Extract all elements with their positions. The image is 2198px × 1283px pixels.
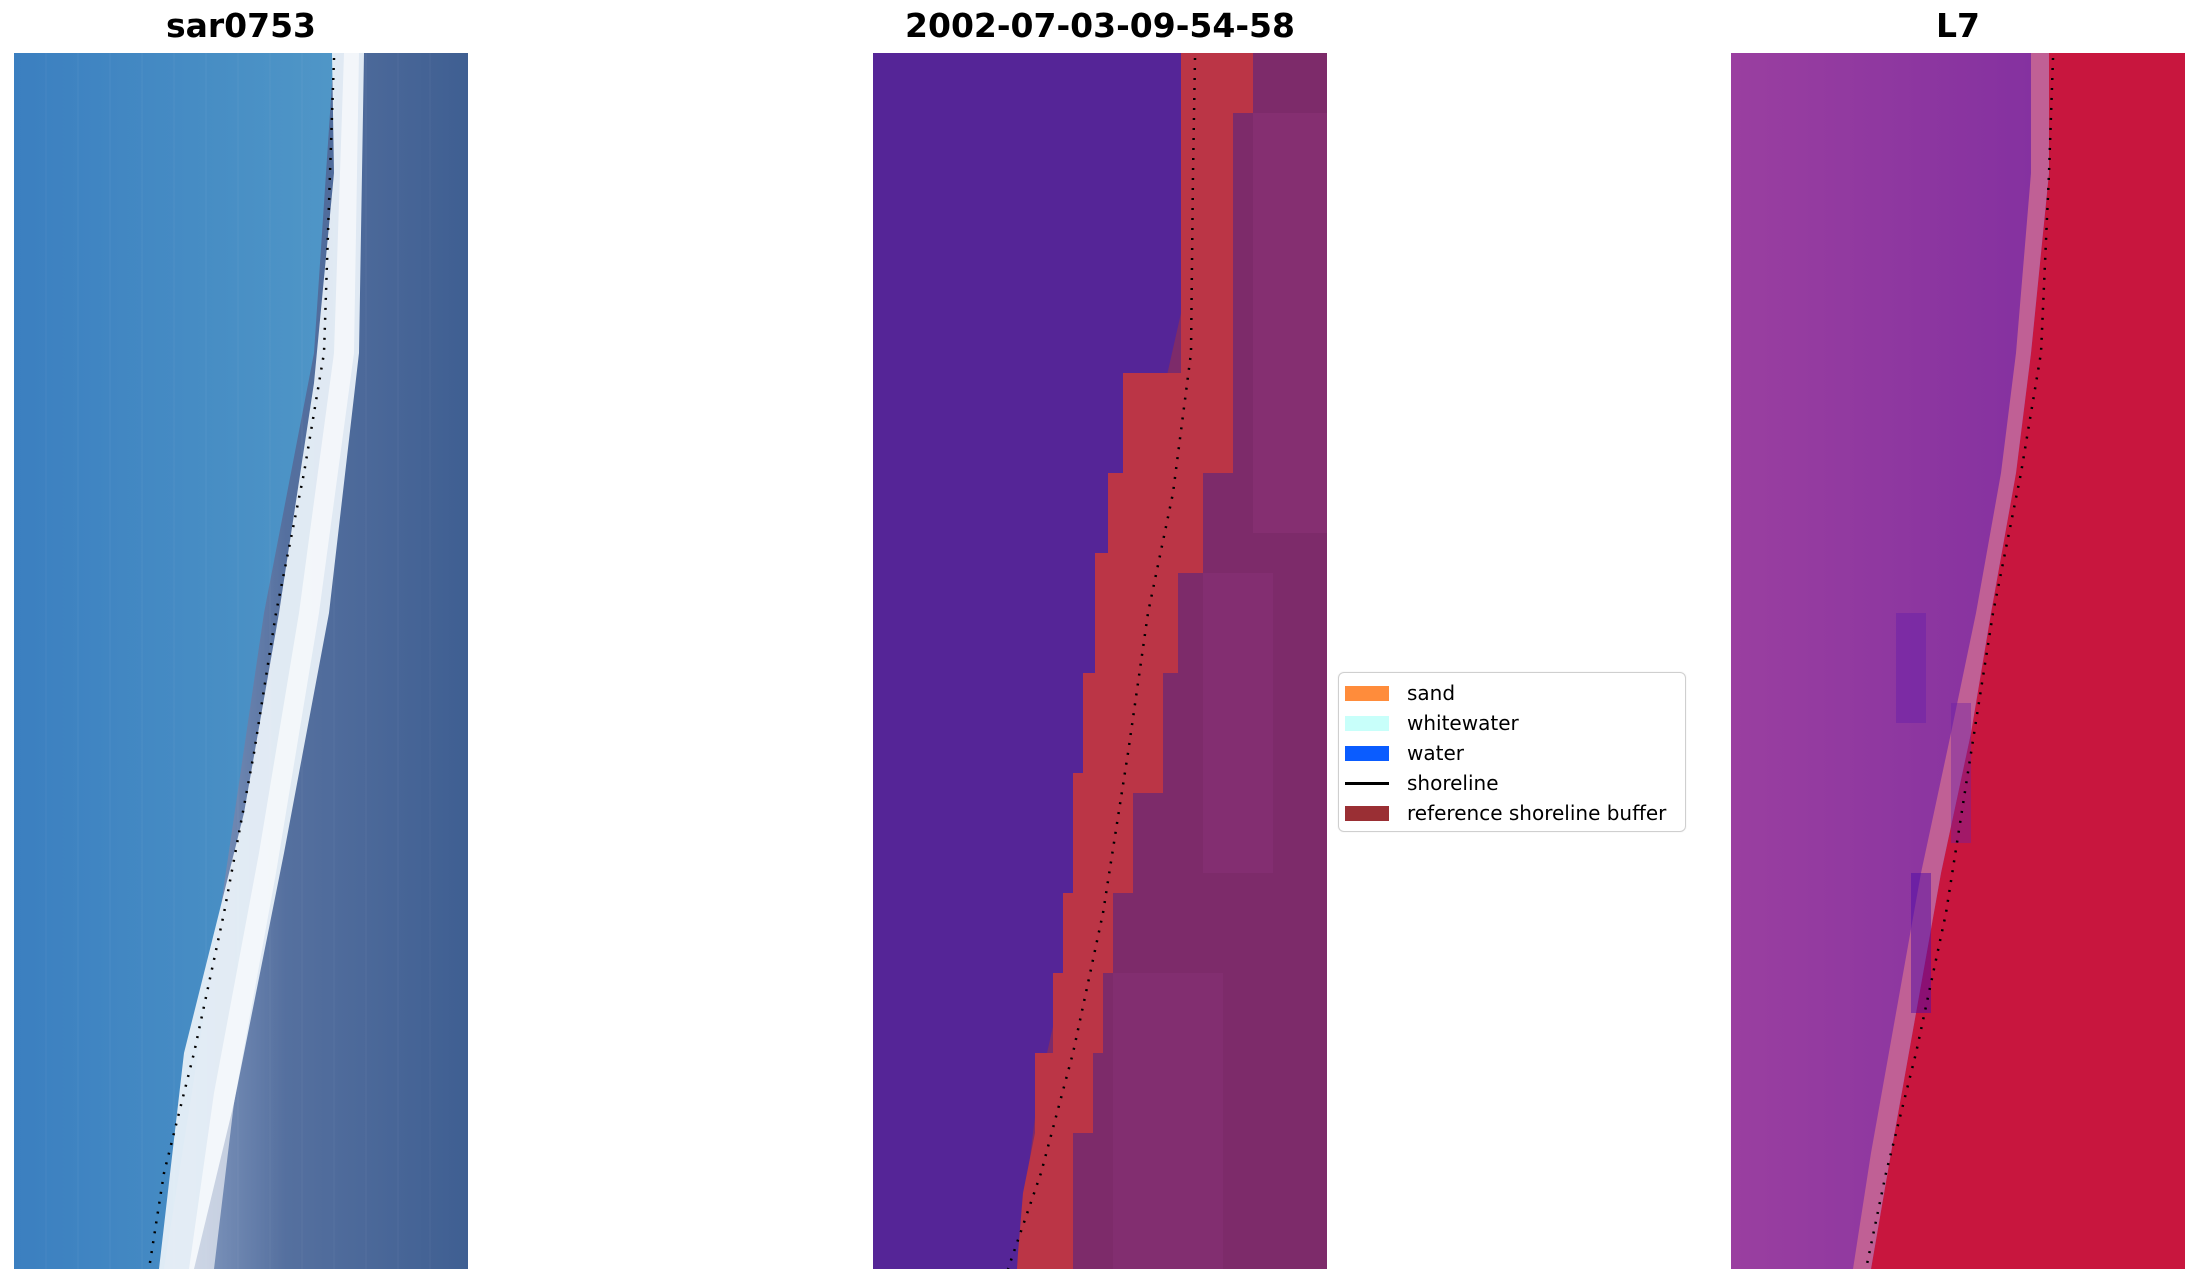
legend-swatch-sand	[1345, 685, 1389, 701]
legend-item-water: water	[1345, 739, 1464, 767]
legend-label: water	[1407, 741, 1464, 765]
index-image-panel	[1731, 53, 2185, 1269]
panel-title-rgb: sar0753	[165, 6, 317, 45]
legend-swatch-reference-buffer	[1345, 805, 1389, 821]
shoreline-line	[1864, 57, 2055, 1269]
index-image	[1731, 53, 2185, 1269]
legend-item-shoreline: shoreline	[1345, 769, 1499, 797]
legend-label: whitewater	[1407, 711, 1519, 735]
classification-panel	[873, 53, 1327, 1269]
rgb-image-panel	[14, 53, 468, 1269]
classification-image	[873, 53, 1327, 1269]
panel-title-mndwi: L7	[1936, 6, 1980, 45]
legend-item-reference-buffer: reference shoreline buffer	[1345, 799, 1666, 827]
legend-label: shoreline	[1407, 771, 1499, 795]
legend-label: sand	[1407, 681, 1456, 705]
legend-item-sand: sand	[1345, 679, 1455, 707]
panel-title-classification: 2002-07-03-09-54-58	[905, 6, 1295, 45]
legend-label: reference shoreline buffer	[1407, 801, 1667, 825]
legend-item-whitewater: whitewater	[1345, 709, 1519, 737]
legend-swatch-whitewater	[1345, 715, 1389, 731]
legend-line-shoreline	[1345, 781, 1389, 785]
shoreline-line	[147, 57, 336, 1269]
legend: sand whitewater water shoreline referenc…	[1338, 672, 1686, 832]
rgb-image	[14, 53, 468, 1269]
legend-swatch-water	[1345, 745, 1389, 761]
